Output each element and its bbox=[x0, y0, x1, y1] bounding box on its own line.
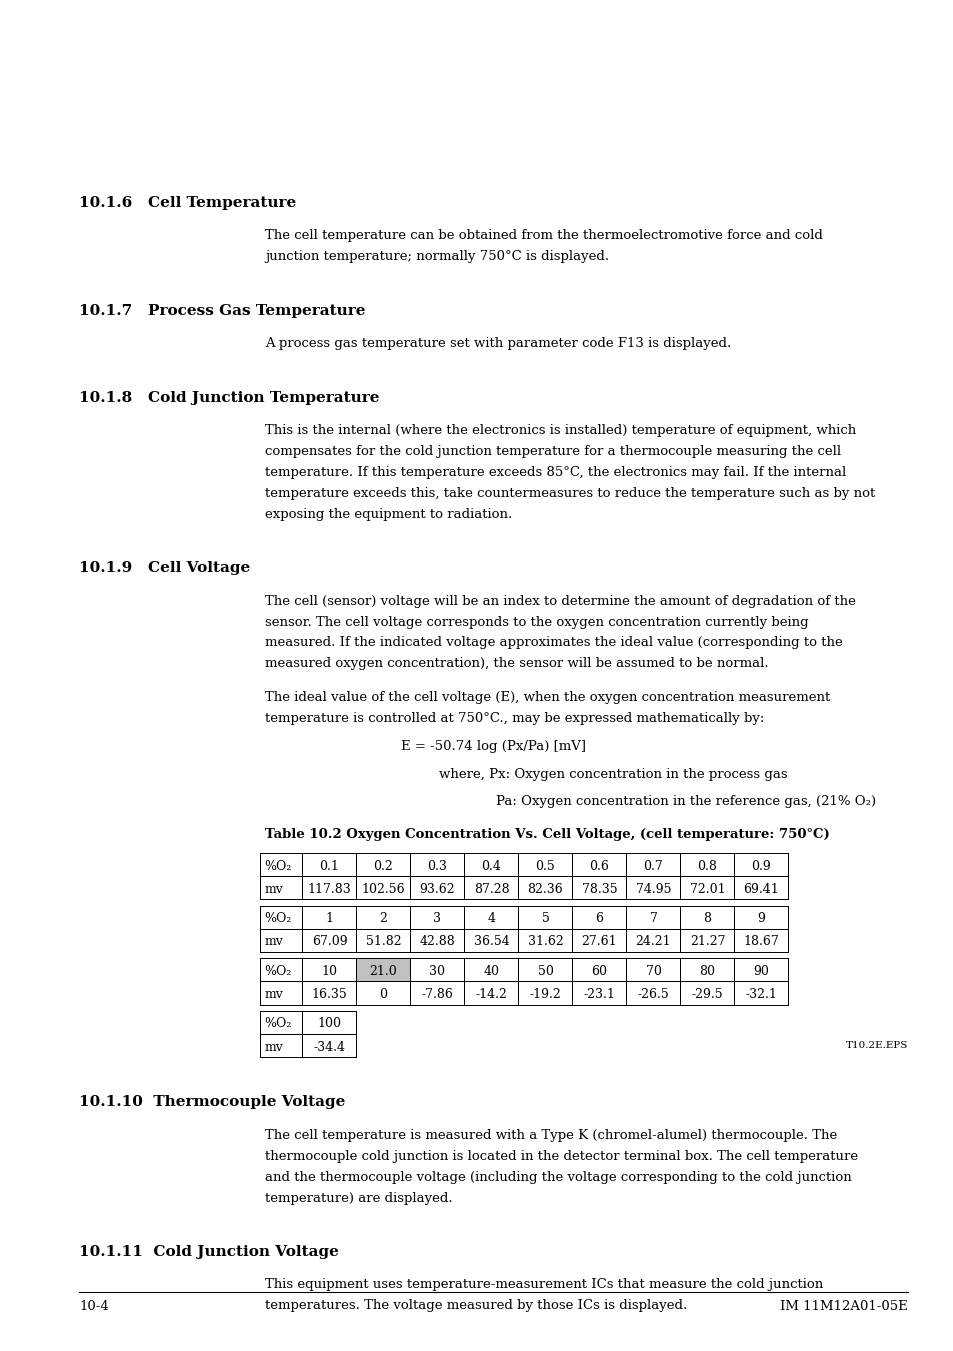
Text: 7: 7 bbox=[649, 912, 657, 925]
Text: exposing the equipment to radiation.: exposing the equipment to radiation. bbox=[265, 508, 512, 520]
Text: 5: 5 bbox=[541, 912, 549, 925]
Text: temperature. If this temperature exceeds 85°C, the electronics may fail. If the : temperature. If this temperature exceeds… bbox=[265, 466, 845, 478]
Text: 0.6: 0.6 bbox=[589, 859, 609, 873]
Text: 0.7: 0.7 bbox=[643, 859, 662, 873]
Text: 31.62: 31.62 bbox=[527, 935, 562, 948]
Text: 21.27: 21.27 bbox=[689, 935, 724, 948]
Text: 36.54: 36.54 bbox=[473, 935, 509, 948]
Text: 40: 40 bbox=[483, 965, 499, 978]
Text: E = -50.74 log (Px/Pa) [mV]: E = -50.74 log (Px/Pa) [mV] bbox=[400, 740, 585, 754]
Text: 6: 6 bbox=[595, 912, 603, 925]
Text: -26.5: -26.5 bbox=[637, 988, 669, 1001]
Text: The cell temperature is measured with a Type K (chromel-alumel) thermocouple. Th: The cell temperature is measured with a … bbox=[265, 1128, 837, 1142]
Text: Table 10.2 Oxygen Concentration Vs. Cell Voltage, (cell temperature: 750°C): Table 10.2 Oxygen Concentration Vs. Cell… bbox=[265, 828, 829, 840]
Text: This is the internal (where the electronics is installed) temperature of equipme: This is the internal (where the electron… bbox=[265, 424, 856, 436]
Text: 10-4: 10-4 bbox=[79, 1300, 109, 1313]
Text: temperatures. The voltage measured by those ICs is displayed.: temperatures. The voltage measured by th… bbox=[265, 1300, 687, 1312]
Text: The cell temperature can be obtained from the thermoelectromotive force and cold: The cell temperature can be obtained fro… bbox=[265, 230, 822, 242]
Text: -23.1: -23.1 bbox=[583, 988, 615, 1001]
Text: junction temperature; normally 750°C is displayed.: junction temperature; normally 750°C is … bbox=[265, 250, 609, 263]
Text: temperature is controlled at 750°C., may be expressed mathematically by:: temperature is controlled at 750°C., may… bbox=[265, 712, 763, 725]
Text: mv: mv bbox=[264, 988, 283, 1001]
Text: where, Px: Oxygen concentration in the process gas: where, Px: Oxygen concentration in the p… bbox=[438, 767, 786, 781]
Text: T10.2E.EPS: T10.2E.EPS bbox=[845, 1042, 907, 1050]
Text: 102.56: 102.56 bbox=[361, 882, 405, 896]
Text: -7.86: -7.86 bbox=[421, 988, 453, 1001]
Text: 10.1.9   Cell Voltage: 10.1.9 Cell Voltage bbox=[79, 562, 251, 576]
Text: 42.88: 42.88 bbox=[419, 935, 455, 948]
Text: 80: 80 bbox=[699, 965, 715, 978]
Text: 78.35: 78.35 bbox=[581, 882, 617, 896]
Bar bbox=[356, 958, 410, 981]
Text: 90: 90 bbox=[753, 965, 768, 978]
Text: %O₂: %O₂ bbox=[264, 965, 292, 978]
Text: 93.62: 93.62 bbox=[419, 882, 455, 896]
Text: 8: 8 bbox=[702, 912, 711, 925]
Text: 0.8: 0.8 bbox=[697, 859, 717, 873]
Text: temperature) are displayed.: temperature) are displayed. bbox=[265, 1192, 453, 1205]
Text: %O₂: %O₂ bbox=[264, 859, 292, 873]
Text: -29.5: -29.5 bbox=[691, 988, 722, 1001]
Text: A process gas temperature set with parameter code F13 is displayed.: A process gas temperature set with param… bbox=[265, 336, 731, 350]
Text: -19.2: -19.2 bbox=[529, 988, 560, 1001]
Text: This equipment uses temperature-measurement ICs that measure the cold junction: This equipment uses temperature-measurem… bbox=[265, 1278, 822, 1292]
Text: -32.1: -32.1 bbox=[744, 988, 777, 1001]
Text: Pa: Oxygen concentration in the reference gas, (21% O₂): Pa: Oxygen concentration in the referenc… bbox=[496, 794, 875, 808]
Text: 21.0: 21.0 bbox=[369, 965, 396, 978]
Text: 10.1.8   Cold Junction Temperature: 10.1.8 Cold Junction Temperature bbox=[79, 390, 379, 405]
Text: mv: mv bbox=[264, 1040, 283, 1054]
Text: 60: 60 bbox=[591, 965, 607, 978]
Text: 0.2: 0.2 bbox=[374, 859, 393, 873]
Text: %O₂: %O₂ bbox=[264, 1017, 292, 1031]
Text: 4: 4 bbox=[487, 912, 495, 925]
Text: 50: 50 bbox=[537, 965, 553, 978]
Text: 16.35: 16.35 bbox=[312, 988, 347, 1001]
Text: IM 11M12A01-05E: IM 11M12A01-05E bbox=[780, 1300, 907, 1313]
Text: 24.21: 24.21 bbox=[635, 935, 671, 948]
Text: 117.83: 117.83 bbox=[307, 882, 351, 896]
Text: -14.2: -14.2 bbox=[475, 988, 507, 1001]
Text: mv: mv bbox=[264, 882, 283, 896]
Text: 100: 100 bbox=[317, 1017, 341, 1031]
Text: 0: 0 bbox=[379, 988, 387, 1001]
Text: 10.1.11  Cold Junction Voltage: 10.1.11 Cold Junction Voltage bbox=[79, 1246, 338, 1259]
Text: 10: 10 bbox=[321, 965, 337, 978]
Text: 0.9: 0.9 bbox=[751, 859, 771, 873]
Text: measured oxygen concentration), the sensor will be assumed to be normal.: measured oxygen concentration), the sens… bbox=[265, 658, 768, 670]
Text: 0.5: 0.5 bbox=[535, 859, 555, 873]
Text: The cell (sensor) voltage will be an index to determine the amount of degradatio: The cell (sensor) voltage will be an ind… bbox=[265, 594, 855, 608]
Text: 0.1: 0.1 bbox=[319, 859, 339, 873]
Text: sensor. The cell voltage corresponds to the oxygen concentration currently being: sensor. The cell voltage corresponds to … bbox=[265, 616, 808, 628]
Text: 2: 2 bbox=[379, 912, 387, 925]
Text: 69.41: 69.41 bbox=[742, 882, 779, 896]
Text: 10.1.10  Thermocouple Voltage: 10.1.10 Thermocouple Voltage bbox=[79, 1096, 345, 1109]
Text: 9: 9 bbox=[757, 912, 764, 925]
Text: 67.09: 67.09 bbox=[312, 935, 347, 948]
Text: 74.95: 74.95 bbox=[635, 882, 671, 896]
Text: mv: mv bbox=[264, 935, 283, 948]
Text: 0.4: 0.4 bbox=[481, 859, 501, 873]
Text: temperature exceeds this, take countermeasures to reduce the temperature such as: temperature exceeds this, take counterme… bbox=[265, 486, 875, 500]
Text: 0.3: 0.3 bbox=[427, 859, 447, 873]
Text: 51.82: 51.82 bbox=[365, 935, 401, 948]
Text: compensates for the cold junction temperature for a thermocouple measuring the c: compensates for the cold junction temper… bbox=[265, 444, 841, 458]
Text: 87.28: 87.28 bbox=[473, 882, 509, 896]
Text: and the thermocouple voltage (including the voltage corresponding to the cold ju: and the thermocouple voltage (including … bbox=[265, 1170, 851, 1183]
Text: thermocouple cold junction is located in the detector terminal box. The cell tem: thermocouple cold junction is located in… bbox=[265, 1150, 858, 1163]
Text: 10.1.6   Cell Temperature: 10.1.6 Cell Temperature bbox=[79, 196, 296, 209]
Text: 1: 1 bbox=[325, 912, 334, 925]
Text: The ideal value of the cell voltage (E), when the oxygen concentration measureme: The ideal value of the cell voltage (E),… bbox=[265, 692, 830, 704]
Text: 18.67: 18.67 bbox=[742, 935, 779, 948]
Text: 27.61: 27.61 bbox=[581, 935, 617, 948]
Text: 30: 30 bbox=[429, 965, 445, 978]
Text: %O₂: %O₂ bbox=[264, 912, 292, 925]
Text: -34.4: -34.4 bbox=[314, 1040, 345, 1054]
Text: 10.1.7   Process Gas Temperature: 10.1.7 Process Gas Temperature bbox=[79, 304, 365, 317]
Text: 3: 3 bbox=[433, 912, 441, 925]
Text: 82.36: 82.36 bbox=[527, 882, 562, 896]
Text: 70: 70 bbox=[645, 965, 660, 978]
Text: measured. If the indicated voltage approximates the ideal value (corresponding t: measured. If the indicated voltage appro… bbox=[265, 636, 842, 650]
Text: 72.01: 72.01 bbox=[689, 882, 724, 896]
